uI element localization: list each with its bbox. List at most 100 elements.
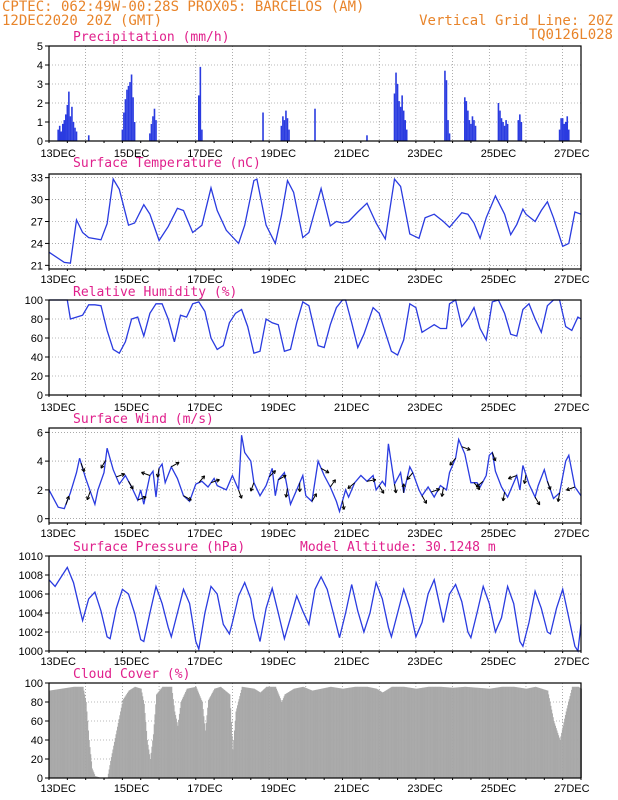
wind-direction-arrow <box>366 478 377 483</box>
precip-bar <box>366 135 368 141</box>
cloud-bar <box>305 688 307 778</box>
cloud-bar <box>357 686 359 778</box>
header-datetime: 12DEC2020 20Z (GMT) <box>2 13 162 29</box>
cloud-bar <box>237 705 239 778</box>
cloud-bar <box>239 696 241 778</box>
cloud-bar <box>422 687 424 778</box>
x-tick-label: 21DEC <box>334 402 370 414</box>
cloud-bar <box>253 688 255 778</box>
wind-direction-arrow <box>347 482 356 489</box>
wind-direction-arrow <box>198 475 206 484</box>
cloud-bar <box>517 687 519 778</box>
cloud-bar <box>561 732 563 778</box>
cloud-bar <box>467 686 469 778</box>
cloud-bar <box>167 686 169 778</box>
cloud-bar <box>462 686 464 778</box>
cloud-bar <box>506 686 508 778</box>
wind-direction-arrow <box>449 457 457 466</box>
cloud-bar <box>320 688 322 778</box>
cloud-bar <box>279 696 281 778</box>
cloud-bar <box>265 687 267 778</box>
cloud-bar <box>510 686 512 778</box>
cloud-bar <box>460 687 462 778</box>
cloud-bar <box>509 686 511 778</box>
cloud-bar <box>541 688 543 778</box>
x-tick-label: 13DEC <box>40 402 76 414</box>
x-tick-label: 25DEC <box>481 274 517 286</box>
cloud-bar <box>197 690 199 778</box>
cloud-bar <box>552 717 554 778</box>
cloud-bar <box>81 686 83 778</box>
cloud-bar <box>405 687 407 778</box>
wind-direction-arrow <box>556 492 561 502</box>
cloud-bar <box>276 688 278 778</box>
cloud-bar <box>471 687 473 778</box>
cloud-bar <box>335 687 337 778</box>
cloud-bar <box>441 686 443 778</box>
cloud-bar <box>399 686 401 778</box>
cloud-bar <box>289 691 291 778</box>
cloud-bar <box>493 688 495 778</box>
x-tick-label: 21DEC <box>334 783 370 795</box>
cloud-bar <box>112 749 114 778</box>
cloud-bar <box>350 687 352 778</box>
cloud-bar <box>245 687 247 778</box>
x-tick-label: 23DEC <box>407 656 443 668</box>
cloud-bar <box>213 690 215 778</box>
cloud-bar <box>176 722 178 778</box>
precip-bar <box>395 72 397 141</box>
y-tick-label: 2 <box>37 98 43 110</box>
cloud-bar <box>311 690 313 778</box>
cloud-bar <box>371 687 373 778</box>
cloud-bar <box>237 702 239 778</box>
cloud-bar <box>79 686 81 778</box>
x-tick-label: 17DEC <box>187 402 223 414</box>
cloud-bar <box>399 686 401 778</box>
panel-frame <box>48 555 582 652</box>
cloud-bar <box>152 740 154 778</box>
cloud-bar <box>150 752 152 778</box>
cloud-bar <box>406 687 408 778</box>
precip-bar <box>471 116 474 141</box>
cloud-bar <box>255 689 257 778</box>
cloud-bar <box>288 692 290 778</box>
cloud-bar <box>80 686 82 778</box>
cloud-bar <box>246 687 248 778</box>
cloud-bar <box>107 773 109 778</box>
cloud-bar <box>464 686 466 778</box>
cloud-bar <box>428 686 430 778</box>
cloud-bar <box>549 702 551 778</box>
cloud-bar <box>538 687 540 778</box>
cloud-bar <box>120 711 122 778</box>
cloud-bar <box>565 711 567 778</box>
cloud-bar <box>415 688 417 778</box>
cloud-bar <box>203 716 205 778</box>
cloud-bar <box>86 711 88 778</box>
cloud-bar <box>411 687 413 778</box>
wind-direction-arrow <box>249 482 255 492</box>
precip-bar <box>467 110 469 141</box>
cloud-bar <box>263 688 265 778</box>
cloud-bar <box>231 735 233 778</box>
cloud-bar <box>226 691 228 778</box>
cloud-bar <box>262 690 264 778</box>
x-tick-label: 21DEC <box>334 148 370 160</box>
cloud-bar <box>160 688 162 778</box>
cloud-bar <box>182 697 184 778</box>
y-tick-label: 1002 <box>19 627 43 639</box>
cloud-bar <box>216 687 218 778</box>
cloud-bar <box>566 708 568 778</box>
cloud-bar <box>152 734 154 778</box>
cloud-bar <box>370 687 372 778</box>
cloud-bar <box>175 718 177 778</box>
cloud-bar <box>240 689 242 778</box>
cloud-bar <box>110 757 112 778</box>
cloud-bar <box>397 686 399 778</box>
cloud-bar <box>300 687 302 778</box>
cloud-bar <box>432 686 434 778</box>
cloud-bar <box>486 688 488 778</box>
cloud-bar <box>110 760 112 778</box>
cloud-bar <box>281 702 283 778</box>
cloud-bar <box>297 687 299 778</box>
cloud-bar <box>376 689 378 778</box>
